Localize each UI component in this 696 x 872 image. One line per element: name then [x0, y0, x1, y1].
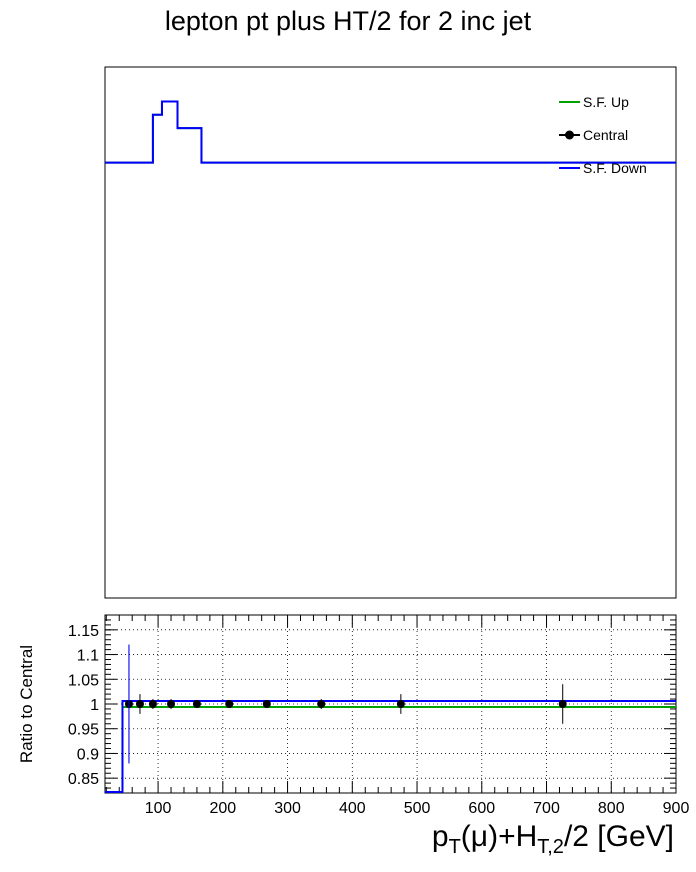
legend-label-1: Central: [583, 127, 628, 143]
x-axis-label: pT(μ)+HT,2/2 [GeV]: [431, 820, 674, 858]
central-point: [558, 700, 567, 708]
central-point: [167, 700, 176, 708]
x-tick-label: 300: [274, 800, 301, 817]
legend-marker-1: [565, 130, 574, 140]
y-tick-label: 0.9: [77, 746, 99, 763]
sf-down-histogram: [105, 100, 676, 164]
main-plot-frame: [104, 66, 677, 599]
ratio-y-axis-label: Ratio to Central: [17, 644, 36, 764]
central-point: [396, 700, 405, 708]
legend-label-0: S.F. Up: [583, 94, 629, 110]
ratio-plot-panel: 0.85 0.9 0.95 1 1.05 1.1 1.15 100 200 300 400 500 60…: [68, 614, 690, 817]
y-tick-label: 1.15: [68, 623, 99, 640]
y-tick-label: 1: [90, 697, 99, 714]
x-tick-label: 100: [145, 800, 172, 817]
legend-label-2: S.F. Down: [583, 160, 647, 176]
central-point: [135, 700, 144, 708]
legend: S.F. Up Central S.F. Down: [559, 94, 647, 176]
x-tick-label: 600: [468, 800, 495, 817]
chart-title: lepton pt plus HT/2 for 2 inc jet: [164, 6, 532, 36]
y-tick-label: 0.85: [68, 771, 99, 788]
central-point: [192, 700, 201, 708]
y-tick-label: 0.95: [68, 722, 99, 739]
central-point: [148, 700, 157, 708]
y-tick-label: 1.05: [68, 672, 99, 689]
central-point: [225, 700, 234, 708]
main-plot-panel: S.F. Up Central S.F. Down: [104, 66, 677, 599]
y-tick-label: 1.1: [77, 648, 99, 665]
x-tick-label: 800: [598, 800, 625, 817]
x-tick-label: 500: [404, 800, 431, 817]
x-tick-label: 700: [533, 800, 560, 817]
x-tick-label: 900: [663, 800, 690, 817]
ratio-plot-frame: [104, 614, 677, 794]
central-point: [262, 700, 271, 708]
x-tick-label: 400: [339, 800, 366, 817]
central-point: [317, 700, 326, 708]
x-tick-label: 200: [209, 800, 236, 817]
